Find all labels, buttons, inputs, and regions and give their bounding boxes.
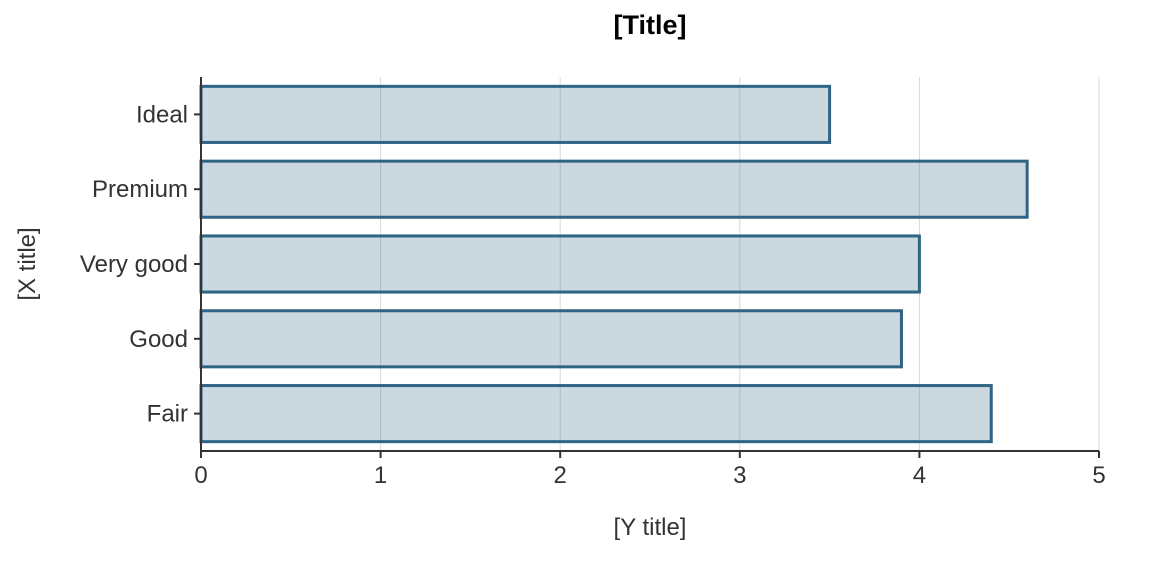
bar-premium	[199, 159, 1029, 219]
chart-title: [Title]	[614, 10, 687, 40]
x-tick-label: 5	[1092, 462, 1105, 489]
bars-layer	[199, 84, 1029, 444]
bar-ideal	[199, 84, 832, 144]
y-ticks-layer: Fair Good Very good Premium Ideal	[80, 101, 201, 428]
x-tick-label: 3	[733, 462, 746, 489]
x-ticks-layer: 0 1 2 3 4 5	[194, 451, 1106, 489]
x-axis-title: [Y title]	[614, 514, 687, 541]
y-tick-label: Premium	[92, 176, 188, 203]
y-tick-label: Fair	[147, 401, 188, 428]
x-tick-label: 4	[913, 462, 926, 489]
bar-good	[199, 309, 903, 369]
x-tick-label: 1	[374, 462, 387, 489]
y-axis-title: [X title]	[14, 227, 41, 300]
x-tick-label: 0	[194, 462, 207, 489]
bar-very-good	[199, 234, 921, 294]
x-tick-label: 2	[554, 462, 567, 489]
y-tick-label: Ideal	[136, 101, 188, 128]
y-tick-label: Very good	[80, 251, 188, 278]
bar-fair	[199, 384, 993, 444]
y-tick-label: Good	[129, 326, 188, 353]
